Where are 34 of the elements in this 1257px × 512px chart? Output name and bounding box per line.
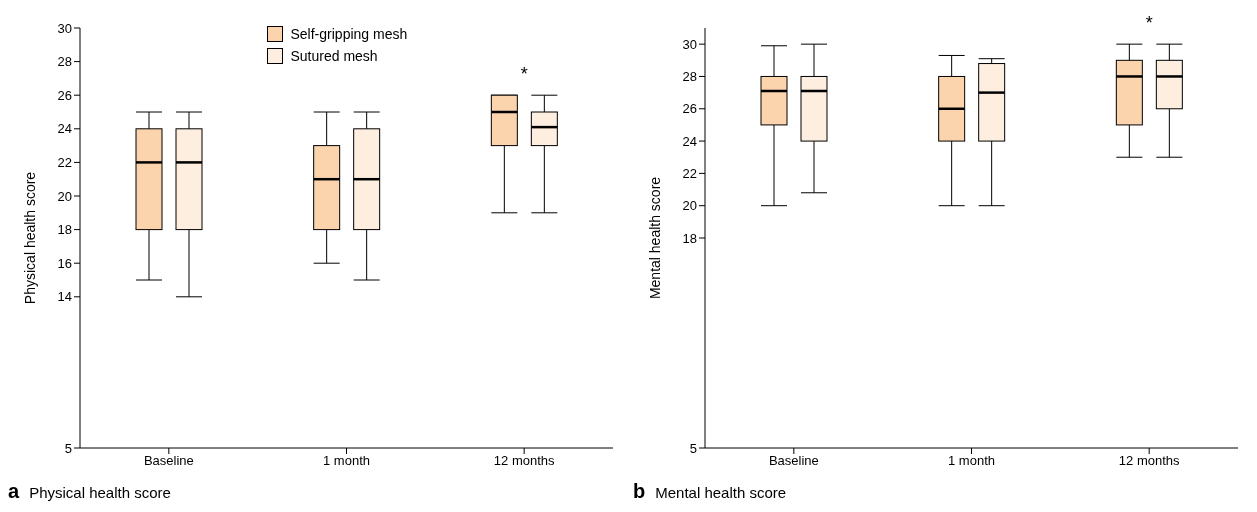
y-tick-label: 14 [57, 289, 72, 305]
x-tick-label: Baseline [143, 453, 194, 469]
y-tick-label: 20 [57, 188, 72, 204]
y-tick-label: 5 [64, 440, 72, 456]
y-tick-label: 20 [682, 198, 697, 214]
y-tick-label: 28 [682, 69, 697, 85]
y-tick-label: 16 [57, 255, 72, 271]
y-axis-title: Physical health score [21, 171, 38, 305]
text: a [8, 480, 20, 503]
x-tick-label: 12 months [1118, 453, 1181, 469]
x-tick-label: 12 months [493, 453, 556, 469]
y-tick-label: 26 [57, 87, 72, 103]
y-tick-label: 5 [689, 440, 697, 456]
legend-label: Self-gripping mesh [290, 26, 408, 42]
y-tick-label: 28 [57, 54, 72, 70]
y-tick-label: 18 [57, 222, 72, 238]
x-tick-label: 1 month [323, 453, 370, 469]
text: Physical health score [29, 484, 171, 501]
y-tick-label: 22 [57, 155, 72, 171]
y-tick-label: 24 [682, 133, 697, 149]
y-tick-label: 30 [682, 36, 697, 52]
y-axis-title: Mental health score [646, 176, 663, 300]
text: Mental health score [655, 484, 787, 501]
y-tick-label: 24 [57, 121, 72, 137]
y-tick-label: 30 [57, 20, 72, 36]
x-tick-label: 1 month [948, 453, 995, 469]
y-tick-label: 22 [682, 166, 697, 181]
annotation: * [1144, 13, 1154, 34]
text: b [633, 480, 646, 503]
x-tick-label: Baseline [768, 453, 819, 469]
y-tick-label: 26 [682, 101, 697, 117]
annotation: * [519, 64, 529, 85]
y-tick-label: 18 [682, 230, 697, 246]
legend-label: Sutured mesh [290, 48, 378, 64]
